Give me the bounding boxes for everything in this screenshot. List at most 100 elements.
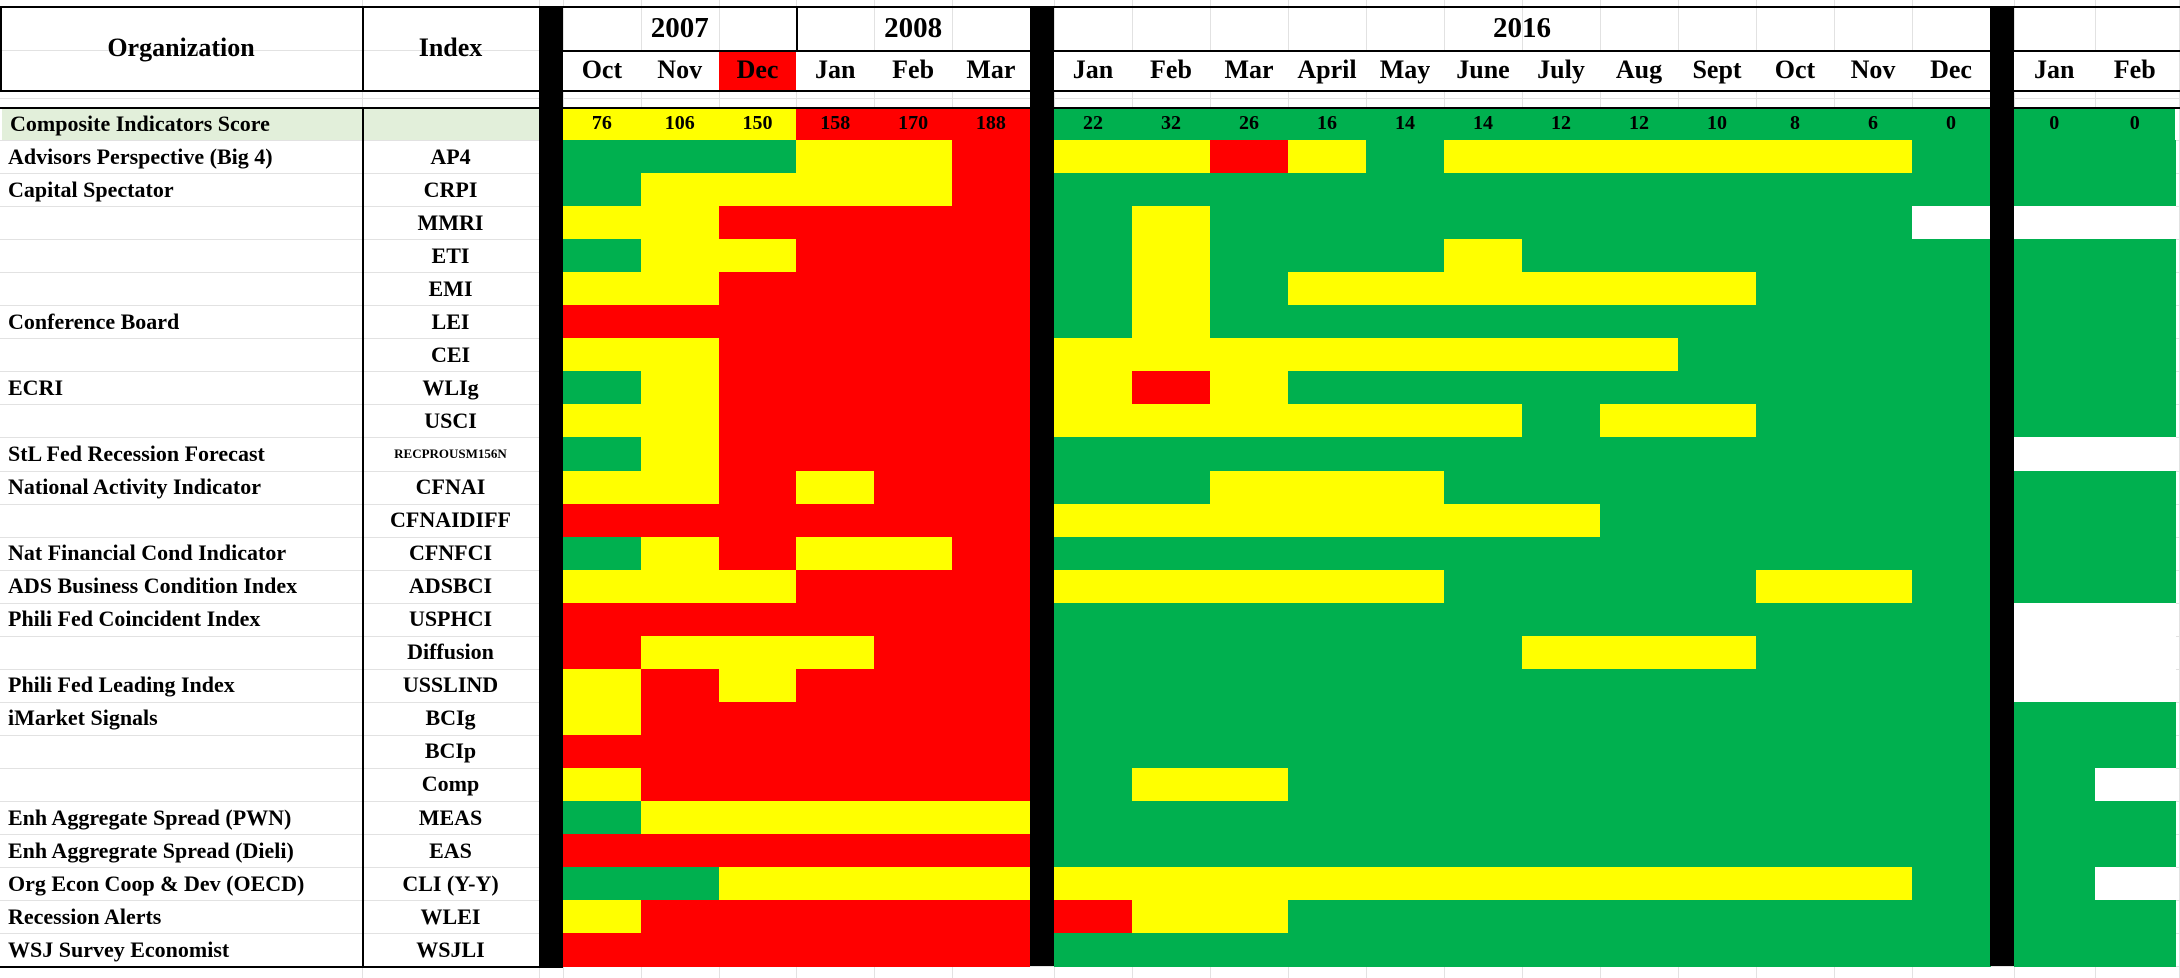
status-cell: [640, 900, 720, 934]
status-cell: [1678, 734, 1757, 769]
status-cell: [640, 635, 720, 670]
organization-name: Enh Aggregate Spread (PWN): [8, 804, 292, 830]
status-cell: [1834, 470, 1913, 505]
status-cell: [1366, 503, 1445, 538]
status-cell: [1522, 338, 1601, 372]
status-cell: [1366, 239, 1445, 273]
status-cell: [718, 503, 797, 538]
status-cell: [1444, 767, 1523, 802]
status-cell: [874, 239, 953, 273]
status-cell: [1756, 668, 1835, 703]
status-cell: [718, 239, 797, 273]
status-cell: [1834, 834, 1913, 868]
status-cell: [1366, 701, 1445, 736]
status-cell: [1444, 569, 1523, 604]
status-cell: [640, 701, 720, 736]
status-cell: [2014, 404, 2096, 439]
organization-name: Phili Fed Leading Index: [8, 672, 235, 698]
status-cell: [796, 602, 875, 637]
status-cell: [640, 173, 720, 207]
status-cell: [952, 867, 1031, 901]
status-cell: [874, 701, 953, 736]
status-cell: [1678, 371, 1757, 405]
status-cell: [1756, 734, 1835, 769]
status-cell: [1912, 867, 1991, 901]
organization-name: Enh Aggregrate Spread (Dieli): [8, 837, 294, 863]
status-cell: [1522, 173, 1601, 207]
status-cell: [2094, 503, 2176, 538]
composite-score: 32: [1132, 107, 1210, 140]
status-cell: [1756, 470, 1835, 505]
status-cell: [1600, 834, 1679, 868]
status-cell: [1678, 305, 1757, 339]
status-cell: [2014, 900, 2096, 934]
index-name: WLEI: [420, 903, 481, 929]
status-cell: [1054, 404, 1133, 439]
status-cell: [1678, 470, 1757, 505]
status-cell: [796, 801, 875, 835]
status-cell: [1132, 404, 1211, 439]
status-cell: [563, 536, 642, 571]
status-cell: [1132, 140, 1211, 174]
status-cell: [1054, 536, 1133, 571]
status-cell: [1834, 305, 1913, 339]
index-name: USCI: [424, 407, 477, 433]
status-cell: [1678, 801, 1757, 835]
status-cell: [1756, 173, 1835, 207]
status-cell: [1210, 338, 1289, 372]
status-cell: [1912, 140, 1991, 174]
status-cell: [1912, 437, 1991, 472]
status-cell: [563, 338, 642, 372]
status-cell: [1834, 933, 1913, 967]
month-header: Jan: [1054, 50, 1132, 90]
status-cell: [1210, 900, 1289, 934]
status-cell: [1054, 569, 1133, 604]
month-header: Jan: [2014, 50, 2095, 90]
status-cell: [1522, 206, 1601, 240]
status-cell: [1132, 867, 1211, 901]
status-cell: [1522, 635, 1601, 670]
status-cell: [1600, 206, 1679, 240]
status-cell: [1600, 437, 1679, 472]
status-cell: [1366, 173, 1445, 207]
status-cell: [1600, 140, 1679, 174]
year-header: 2008: [884, 11, 943, 44]
status-cell: [2014, 371, 2096, 405]
status-cell: [952, 371, 1031, 405]
status-cell: [718, 635, 797, 670]
status-cell: [1288, 701, 1367, 736]
status-cell: [1132, 470, 1211, 505]
status-cell: [1756, 569, 1835, 604]
status-cell: [718, 470, 797, 505]
status-cell: [796, 834, 875, 868]
status-cell: [718, 569, 797, 604]
status-cell: [1522, 602, 1601, 637]
status-cell: [1912, 173, 1991, 207]
status-cell: [2094, 635, 2176, 670]
status-cell: [640, 404, 720, 439]
status-cell: [1288, 933, 1367, 967]
status-cell: [1444, 173, 1523, 207]
status-cell: [1678, 503, 1757, 538]
status-cell: [1288, 602, 1367, 637]
status-cell: [1132, 834, 1211, 868]
status-cell: [640, 470, 720, 505]
status-cell: [1600, 767, 1679, 802]
status-cell: [1912, 933, 1991, 967]
status-cell: [2094, 173, 2176, 207]
status-cell: [563, 900, 642, 934]
status-cell: [1444, 668, 1523, 703]
status-cell: [640, 338, 720, 372]
status-cell: [1756, 834, 1835, 868]
status-cell: [2014, 701, 2096, 736]
org-col-border: [362, 6, 364, 90]
month-header: Oct: [563, 50, 641, 90]
status-cell: [1366, 338, 1445, 372]
status-cell: [718, 801, 797, 835]
status-cell: [640, 834, 720, 868]
status-cell: [1678, 239, 1757, 273]
status-cell: [1756, 437, 1835, 472]
status-cell: [1678, 206, 1757, 240]
status-cell: [563, 371, 642, 405]
